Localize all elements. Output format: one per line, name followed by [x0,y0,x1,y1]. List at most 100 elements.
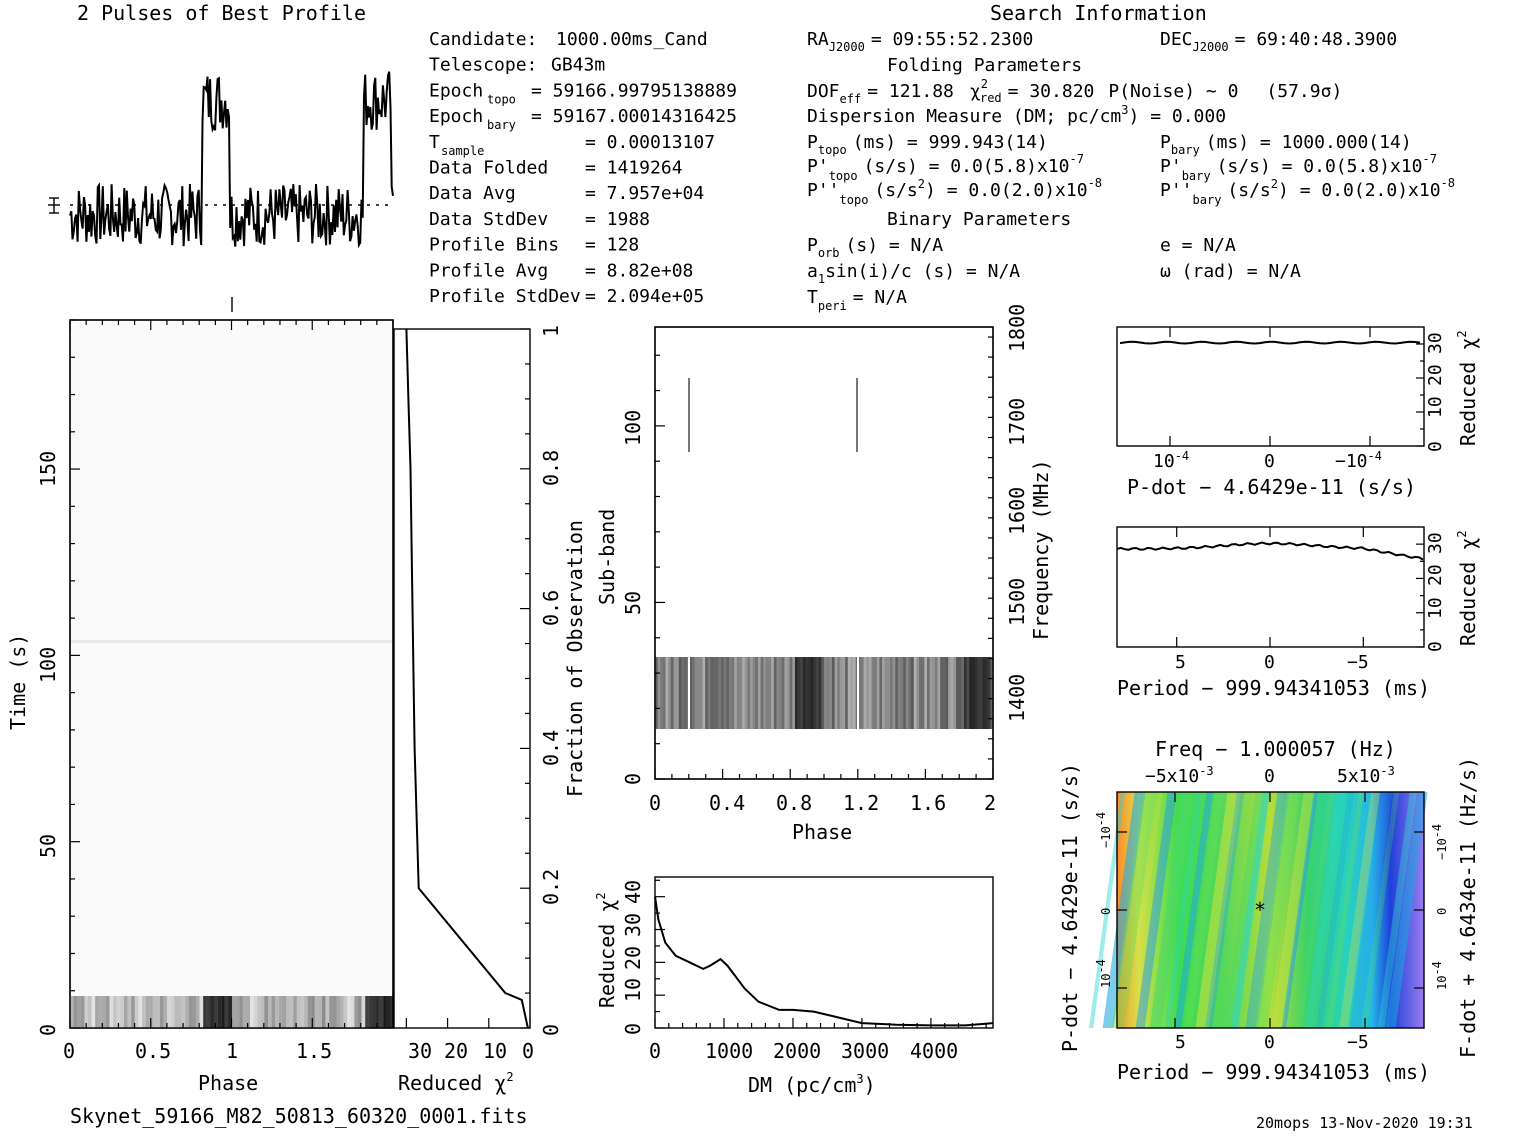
time-phase-cell [221,996,225,1028]
pp-yrtick-1: 0 [1435,908,1449,915]
subband-cell [897,657,902,729]
period-chi-plot: 5 0 −5 Period − 999.94341053 (ms) 0 10 2… [1116,526,1480,700]
tp-ytick-3: 150 [36,451,60,487]
ct-ytick-1: 0.2 [539,869,563,905]
pp-yrlabel: F-dot + 4.6434e-11 (Hz/s) [1456,757,1480,1058]
subband-cell [752,657,756,729]
ppdot-band [1304,792,1345,1028]
subband-cell [937,657,941,729]
subband-cell [834,657,838,729]
profile-title: 2 Pulses of Best Profile [77,1,366,25]
subband-cell [963,657,968,729]
info-left-value: 1000.00ms_Cand [556,29,708,50]
ct-ylabel: Fraction of Observation [563,520,587,797]
sb-ylabel: Sub-band [595,509,619,605]
time-phase-cell [170,996,175,1028]
pddot-bary-line: P''bary (s/s2) = 0.0(2.0)x10-8 [1160,176,1455,207]
info-left-label: Data StdDev [429,209,548,230]
pd-xlabel: P-dot − 4.6429e-11 (s/s) [1127,475,1416,499]
time-phase-cell [246,996,251,1028]
time-phase-cell [127,996,132,1028]
subband-cell [847,657,852,729]
subband-cell [966,657,970,729]
info-left-label: Profile StdDev [429,286,581,307]
subband-cell [977,657,981,729]
tp-xtick-0: 0 [63,1039,75,1063]
binary-parameters-title: Binary Parameters [887,209,1071,230]
dof-line: DOFeff = 121.88 χ2 red = 30.820 P(Noise) ~ 0(… [807,77,1342,106]
pr-xlabel: Period − 999.94341053 (ms) [1117,676,1430,700]
subband-cell [948,657,952,729]
dm-ylabel: Reduced χ2 [594,892,619,1008]
subband-cell [805,657,809,729]
time-phase-cell [368,996,373,1028]
subband-cell [794,657,799,729]
pdot-chi-plot: 10-4 0 −10-4 P-dot − 4.6429e-11 (s/s) 0 … [1116,326,1480,499]
subband-cell [808,657,812,729]
tp-xlabel: Phase [198,1071,258,1095]
time-phase-cell [390,996,395,1028]
subband-cell [789,657,793,729]
porb-line: Porb (s) = N/A [807,235,943,260]
subband-cell [771,657,775,729]
dm-xtick-0: 0 [649,1039,661,1063]
subband-cell [985,657,989,729]
subband-cell [747,657,751,729]
subband-cell [710,657,714,729]
pdot-topo-line: P'topo (s/s) = 0.0(5.8)x10-7 [807,152,1084,183]
subband-cell [742,657,746,729]
pdot-bary-line: P'bary (s/s) = 0.0(5.8)x10-7 [1160,152,1437,183]
time-phase-cell [91,996,96,1028]
sb-xtick-1: 0.4 [709,791,745,815]
time-phase-cell [134,996,139,1028]
time-phase-cell [264,996,269,1028]
pr-ytick-0: 0 [1425,641,1446,652]
dm-xtick-4: 4000 [910,1039,958,1063]
subband-cell [950,657,954,729]
time-phase-cell [268,996,272,1028]
time-phase-greyscale [70,640,395,1028]
subband-cell [895,657,899,729]
tp-xtick-3: 1.5 [296,1039,332,1063]
ppdot-band [1164,792,1203,1028]
info-left-label: Data Folded [429,158,548,179]
subband-cell [810,657,815,729]
search-info-right: DECJ2000 = 69:40:48.3900 Pbary (ms) = 1000… [1160,29,1455,282]
subband-cell [779,657,783,729]
time-phase-cell [70,996,74,1028]
subband-cell [905,657,910,729]
subband-plot: 0 0.4 0.8 1.2 1.6 2 Phase 0 50 100 Sub-b… [595,304,1053,844]
subband-cell [760,657,764,729]
subband-cell [713,657,717,729]
subband-cell [792,657,796,729]
sb-xtick-2: 0.8 [776,791,812,815]
subband-cell [903,657,907,729]
subband-cell [987,657,991,729]
subband-cell [773,657,778,729]
time-phase-cell [196,996,200,1028]
subband-cell [890,657,894,729]
pddot-topo-line: P''topo (s/s2) = 0.0(2.0)x10-8 [807,176,1102,207]
subband-cell [858,657,862,729]
subband-cell [982,657,986,729]
pd-ytick-1: 10 [1425,396,1446,418]
subband-cell [797,657,801,729]
subband-cell [874,657,878,729]
subband-cell [821,657,825,729]
subband-cell [911,657,915,729]
time-phase-cell [124,996,128,1028]
subband-cell [739,657,743,729]
time-phase-cell [358,996,362,1028]
time-phase-cell [188,996,193,1028]
ppdot-band [1111,792,1157,1028]
subband-cell [765,657,770,729]
dm-ytick-4: 40 [621,880,645,904]
subband-cell [818,657,822,729]
dm-ytick-2: 20 [621,946,645,970]
time-phase-cell [257,996,261,1028]
sb-ytick-0: 0 [621,773,645,785]
pp-xtick-0: 5 [1175,1032,1186,1053]
time-phase-cell [210,996,215,1028]
tp-ytick-0: 0 [36,1024,60,1036]
subband-cell [940,657,944,729]
